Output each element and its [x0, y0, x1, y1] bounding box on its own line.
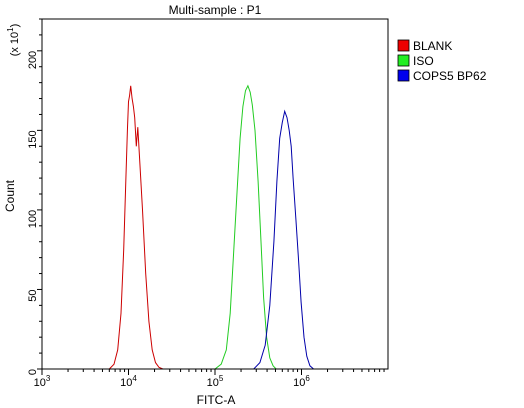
series-line-2: [214, 84, 277, 370]
y-tick-label: 200: [27, 51, 39, 69]
chart-title: Multi-sample : P1: [169, 3, 262, 17]
series-line-3: [253, 109, 314, 370]
y-multiplier-prefix: (x 10: [9, 32, 21, 56]
legend-swatch: [397, 69, 410, 82]
x-axis-ticks: 103 104 105 106: [34, 369, 385, 389]
legend-label: BLANK: [413, 39, 452, 53]
y-tick-label: 50: [27, 289, 39, 301]
series-line-1: [108, 85, 164, 370]
y-axis-ticks: 0 50 100 150 200: [27, 18, 42, 375]
y-tick-label: 100: [27, 210, 39, 228]
y-multiplier-label: (x 101): [6, 24, 21, 57]
y-tick-label: 150: [27, 130, 39, 148]
svg-text:(x 101): (x 101): [6, 24, 21, 57]
legend-label: COPS5 BP62: [413, 69, 487, 83]
legend-label: ISO: [413, 54, 434, 68]
x-tick-label: 103: [34, 374, 51, 389]
y-multiplier-suffix: ): [9, 24, 21, 28]
y-tick-label: 0: [27, 369, 39, 375]
x-tick-label: 106: [293, 374, 310, 389]
x-axis-label: FITC-A: [197, 393, 236, 407]
plot-frame: [41, 18, 389, 370]
legend-swatch: [397, 54, 410, 67]
y-axis-label: Count: [3, 179, 17, 212]
legend-swatch: [397, 39, 410, 52]
x-tick-label: 105: [207, 374, 224, 389]
y-multiplier-exponent: 1: [6, 27, 15, 32]
x-tick-label: 104: [120, 374, 137, 389]
plot-curves: [108, 84, 314, 370]
